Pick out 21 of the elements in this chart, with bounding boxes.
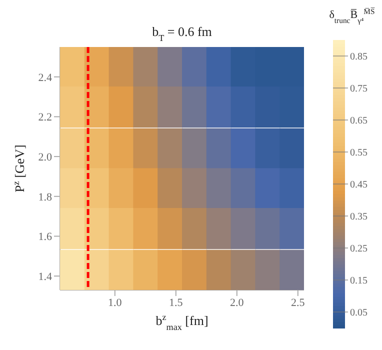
color-bar-label: 0.25 (350, 244, 368, 254)
y-tick-label: 1.6 (38, 231, 52, 244)
x-tick-label: 2.5 (291, 296, 306, 309)
color-bar-label: 0.75 (350, 84, 368, 94)
x-tick-label: 1.5 (169, 296, 184, 309)
color-bar-label: 0.65 (350, 116, 368, 126)
color-bar-label: 0.85 (350, 52, 368, 62)
y-tick-label: 2.2 (38, 112, 52, 124)
color-bar-label: 0.15 (350, 276, 368, 286)
x-axis-title: b$^{z}$$_{max}$ [fm] (156, 312, 208, 332)
x-tick-label: 2.0 (230, 296, 244, 309)
color-bar-label: 0.35 (350, 212, 368, 222)
color-bar-label: 0.05 (350, 308, 368, 318)
y-tick-label: 1.8 (38, 191, 52, 204)
x-tick-label: 1.0 (108, 296, 122, 309)
y-tick-label: 2.0 (38, 151, 52, 164)
color-bar-label: 0.55 (350, 148, 368, 158)
y-tick-label: 2.4 (38, 72, 52, 84)
chart-title: b$_{T}$ = 0.6 fm (152, 24, 212, 43)
y-tick-label: 1.4 (38, 270, 52, 283)
color-bar-label: 0.45 (350, 180, 368, 190)
